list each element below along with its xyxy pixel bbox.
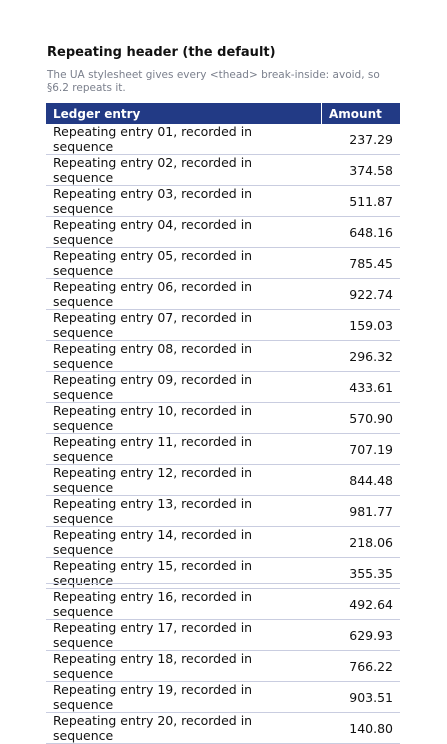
header-cell: Ledger entry — [46, 103, 322, 124]
table-row: Repeating entry 09, recorded in sequence… — [46, 371, 400, 403]
table-row: Repeating entry 20, recorded in sequence… — [46, 712, 400, 744]
table-header: Ledger entry Amount — [46, 103, 400, 124]
entry-cell: Repeating entry 05, recorded in sequence — [46, 247, 322, 279]
amount-cell: 296.32 — [321, 340, 400, 372]
table-row: Repeating entry 14, recorded in sequence… — [46, 526, 400, 558]
table-row: Repeating entry 13, recorded in sequence… — [46, 495, 400, 527]
entry-cell: Repeating entry 18, recorded in sequence — [46, 650, 322, 682]
entry-cell: Repeating entry 19, recorded in sequence — [46, 681, 322, 713]
entry-cell: Repeating entry 17, recorded in sequence — [46, 619, 322, 651]
header-row: Ledger entry Amount — [46, 103, 400, 124]
entry-cell: Repeating entry 06, recorded in sequence — [46, 278, 322, 310]
amount-cell: 922.74 — [321, 278, 400, 310]
amount-cell: 629.93 — [321, 619, 400, 651]
entry-cell: Repeating entry 09, recorded in sequence — [46, 371, 322, 403]
entry-cell: Repeating entry 11, recorded in sequence — [46, 433, 322, 465]
entry-cell: Repeating entry 02, recorded in sequence — [46, 154, 322, 186]
note: The UA stylesheet gives every <thead> br… — [47, 69, 380, 94]
entry-cell: Repeating entry 01, recorded in sequence — [46, 124, 322, 155]
table-row: Repeating entry 12, recorded in sequence… — [46, 464, 400, 496]
amount-cell: 844.48 — [321, 464, 400, 496]
entry-cell: Repeating entry 14, recorded in sequence — [46, 526, 322, 558]
table-row: Repeating entry 03, recorded in sequence… — [46, 185, 400, 217]
table-row: Repeating entry 10, recorded in sequence… — [46, 402, 400, 434]
entry-cell: Repeating entry 10, recorded in sequence — [46, 402, 322, 434]
amount-cell: 433.61 — [321, 371, 400, 403]
entry-cell: Repeating entry 07, recorded in sequence — [46, 309, 322, 341]
entry-cell: Repeating entry 04, recorded in sequence — [46, 216, 322, 248]
table-row: Repeating entry 07, recorded in sequence… — [46, 309, 400, 341]
table-row: Repeating entry 17, recorded in sequence… — [46, 619, 400, 651]
amount-cell: 159.03 — [321, 309, 400, 341]
table-row: Repeating entry 06, recorded in sequence… — [46, 278, 400, 310]
amount-cell: 903.51 — [321, 681, 400, 713]
table-body: Repeating entry 01, recorded in sequence… — [46, 124, 400, 744]
table-row: Repeating entry 19, recorded in sequence… — [46, 681, 400, 713]
table-row: Repeating entry 11, recorded in sequence… — [46, 433, 400, 465]
header-cell: Amount — [321, 103, 400, 124]
entry-cell: Repeating entry 12, recorded in sequence — [46, 464, 322, 496]
table-row: Repeating entry 05, recorded in sequence… — [46, 247, 400, 279]
amount-cell: 766.22 — [321, 650, 400, 682]
amount-cell: 511.87 — [321, 185, 400, 217]
amount-cell: 648.16 — [321, 216, 400, 248]
amount-cell: 140.80 — [321, 712, 400, 744]
document: Repeating header (the default) The UA st… — [46, 44, 400, 744]
table-row: Repeating entry 04, recorded in sequence… — [46, 216, 400, 248]
page-rule — [46, 583, 400, 584]
amount-cell: 218.06 — [321, 526, 400, 558]
page: {"heading":"Repeating header (the defaul… — [46, 45, 400, 744]
table-row: Repeating entry 02, recorded in sequence… — [46, 154, 400, 186]
amount-cell: 981.77 — [321, 495, 400, 527]
entry-cell: Repeating entry 20, recorded in sequence — [46, 712, 322, 744]
entry-cell: Repeating entry 13, recorded in sequence — [46, 495, 322, 527]
amount-cell: 785.45 — [321, 247, 400, 279]
entry-cell: Repeating entry 08, recorded in sequence — [46, 340, 322, 372]
amount-cell: 492.64 — [321, 588, 400, 620]
amount-cell: 707.19 — [321, 433, 400, 465]
amount-cell: 570.90 — [321, 402, 400, 434]
table-row: Repeating entry 18, recorded in sequence… — [46, 650, 400, 682]
table-row: Repeating entry 01, recorded in sequence… — [46, 124, 400, 155]
heading: Repeating header (the default) — [47, 45, 276, 60]
table-row: Repeating entry 16, recorded in sequence… — [46, 588, 400, 620]
amount-cell: 374.58 — [321, 154, 400, 186]
amount-cell: 237.29 — [321, 124, 400, 155]
entry-cell: Repeating entry 03, recorded in sequence — [46, 185, 322, 217]
entry-cell: Repeating entry 16, recorded in sequence — [46, 588, 322, 620]
table-row: Repeating entry 08, recorded in sequence… — [46, 340, 400, 372]
ledger-table: Ledger entry Amount Repeating entry 01, … — [46, 103, 400, 744]
